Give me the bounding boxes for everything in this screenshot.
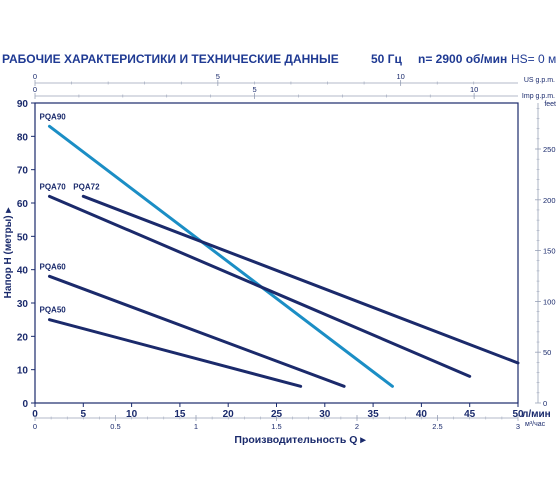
imp-gpm-tick-label: 0 bbox=[33, 85, 37, 94]
feet-tick-label: 50 bbox=[543, 348, 551, 357]
y-tick-label: 90 bbox=[17, 99, 29, 110]
m3h-tick-label: 2 bbox=[355, 422, 359, 431]
feet-tick-label: 250 bbox=[543, 145, 556, 154]
imp-gpm-label: Imp g.p.m. bbox=[522, 93, 555, 100]
imp-gpm-tick-label: 5 bbox=[252, 85, 256, 94]
feet-tick-label: 0 bbox=[543, 399, 547, 408]
series-label-pqa50: PQA50 bbox=[39, 306, 66, 315]
chart-title: РАБОЧИЕ ХАРАКТЕРИСТИКИ И ТЕХНИЧЕСКИЕ ДАН… bbox=[2, 52, 339, 66]
series-line-pqa72 bbox=[81, 194, 520, 365]
x-tick-label: 15 bbox=[174, 409, 186, 420]
y-tick-label: 0 bbox=[22, 399, 28, 410]
series-lines bbox=[47, 124, 520, 388]
y-tick-label: 40 bbox=[17, 266, 29, 277]
x-tick-label: 0 bbox=[32, 409, 38, 420]
feet-tick-label: 150 bbox=[543, 247, 556, 256]
x-tick-label: 35 bbox=[368, 409, 380, 420]
x-tick-label: 10 bbox=[126, 409, 138, 420]
m3h-tick-label: 2.5 bbox=[432, 422, 442, 431]
series-line-pqa70 bbox=[47, 194, 472, 378]
x-tick-label: 30 bbox=[319, 409, 331, 420]
x-tick-label: 25 bbox=[271, 409, 283, 420]
hs-label: HS= 0 м bbox=[511, 52, 557, 66]
x-tick-label: 20 bbox=[223, 409, 235, 420]
x-unit-label: л/мин bbox=[522, 409, 551, 420]
x-axis-title: Производительность Q ▸ bbox=[234, 434, 366, 446]
y-tick-label: 60 bbox=[17, 199, 29, 210]
series-label-pqa90: PQA90 bbox=[39, 112, 66, 121]
labels: Производительность Q ▸ Напор H (метры) ▸ P… bbox=[3, 112, 366, 446]
x-tick-label: 45 bbox=[464, 409, 476, 420]
m3h-tick-label: 1 bbox=[194, 422, 198, 431]
m3h-tick-label: 3 bbox=[516, 422, 520, 431]
series-line-pqa60 bbox=[47, 274, 346, 388]
chart-frame bbox=[34, 102, 519, 404]
us-gpm-label: US g.p.m. bbox=[524, 77, 555, 84]
y-tick-label: 20 bbox=[17, 332, 29, 343]
frequency-label: 50 Гц bbox=[371, 52, 402, 66]
series-label-pqa60: PQA60 bbox=[39, 262, 66, 271]
series-label-pqa72: PQA72 bbox=[73, 182, 100, 191]
m3h-tick-label: 0.5 bbox=[110, 422, 120, 431]
m3h-label: м³/час bbox=[525, 421, 546, 428]
us-gpm-tick-label: 10 bbox=[396, 72, 404, 81]
axes: 0 5 10 15 20 25 30 35 40 45 50л/мин010203040506070… bbox=[17, 72, 556, 431]
y-tick-label: 80 bbox=[17, 132, 29, 143]
y-tick-label: 50 bbox=[17, 232, 29, 243]
series-label-pqa70: PQA70 bbox=[39, 182, 66, 191]
x-tick-label: 40 bbox=[416, 409, 428, 420]
x-tick-label: 50 bbox=[512, 409, 524, 420]
y-tick-label: 70 bbox=[17, 166, 29, 177]
chart-header: РАБОЧИЕ ХАРАКТЕРИСТИКИ И ТЕХНИЧЕСКИЕ ДАН… bbox=[0, 52, 560, 72]
y-tick-label: 30 bbox=[17, 299, 29, 310]
imp-gpm-tick-label: 10 bbox=[470, 85, 478, 94]
speed-label: n= 2900 об/мин bbox=[418, 52, 508, 66]
feet-label: feet bbox=[544, 101, 556, 108]
m3h-tick-label: 0 bbox=[33, 422, 37, 431]
y-tick-label: 10 bbox=[17, 366, 29, 377]
feet-tick-label: 200 bbox=[543, 196, 556, 205]
y-axis-title: Напор H (метры) ▸ bbox=[3, 207, 14, 299]
us-gpm-tick-label: 5 bbox=[216, 72, 220, 81]
us-gpm-tick-label: 0 bbox=[33, 72, 37, 81]
series-line-pqa90 bbox=[47, 124, 394, 388]
feet-tick-label: 100 bbox=[543, 297, 556, 306]
x-tick-label: 5 bbox=[81, 409, 87, 420]
plot-frame bbox=[34, 102, 519, 404]
series-line-pqa50 bbox=[47, 318, 303, 388]
m3h-tick-label: 1.5 bbox=[271, 422, 281, 431]
